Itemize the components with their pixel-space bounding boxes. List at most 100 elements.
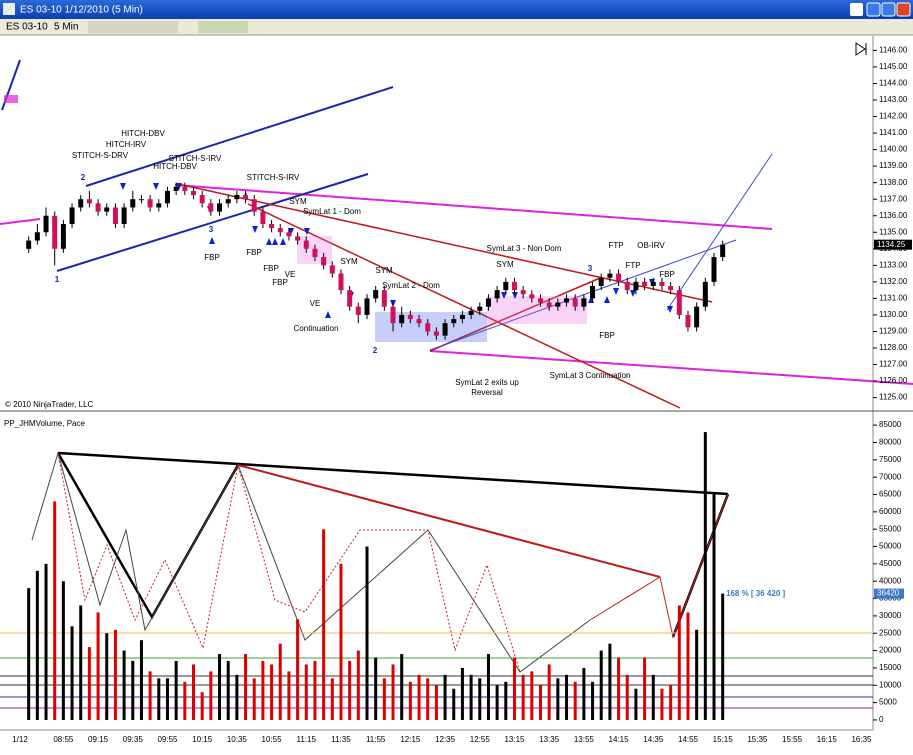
- interval-selector[interactable]: 5 Min: [54, 22, 78, 33]
- x-tick-label: 13:35: [539, 735, 560, 744]
- volume-bar: [79, 605, 83, 720]
- price-body: [607, 273, 613, 278]
- price-body: [650, 281, 656, 286]
- annotation: OB-IRV: [637, 241, 665, 250]
- annotation: SymLat 3 Continuation: [550, 371, 631, 380]
- volume-bar: [660, 688, 664, 720]
- volume-bar: [565, 674, 569, 720]
- price-body: [52, 215, 58, 249]
- annotation: STITCH-S-IRV: [169, 154, 222, 163]
- y-tick-label: 45000: [879, 559, 902, 568]
- trend-line: [429, 239, 737, 351]
- maximize-button[interactable]: [881, 2, 896, 17]
- zigzag: [57, 452, 521, 673]
- volume-bar: [469, 674, 473, 720]
- price-body: [520, 290, 526, 295]
- volume-bar: [382, 678, 386, 720]
- price-body: [286, 232, 292, 237]
- volume-bar: [27, 588, 31, 720]
- x-tick-label: 09:55: [157, 735, 178, 744]
- y-tick-label: 60000: [879, 507, 902, 516]
- instrument-selector[interactable]: ES 03-10: [6, 22, 48, 33]
- price-body: [572, 298, 578, 307]
- zigzag: [237, 464, 661, 578]
- x-tick-label: 14:35: [643, 735, 664, 744]
- close-button[interactable]: [896, 2, 911, 17]
- price-body: [260, 211, 266, 224]
- tool-icons[interactable]: [198, 21, 248, 33]
- volume-bar: [573, 681, 577, 720]
- x-tick-label: 15:55: [782, 735, 803, 744]
- annotation: Continuation: [294, 324, 339, 333]
- y-tick-label: 50000: [879, 542, 902, 551]
- x-tick-label: 11:15: [297, 735, 317, 744]
- price-body: [147, 199, 153, 208]
- trend-line: [177, 183, 713, 303]
- volume-bar: [122, 650, 126, 720]
- volume-bar: [330, 678, 334, 720]
- x-tick-label: 11:55: [366, 735, 386, 744]
- price-body: [633, 281, 639, 291]
- price-body: [720, 244, 726, 258]
- price-body: [121, 207, 127, 224]
- trend-line: [247, 203, 681, 409]
- y-tick-label: 20000: [879, 646, 902, 655]
- price-body: [598, 277, 604, 286]
- tool-icons[interactable]: [88, 21, 178, 33]
- minimize-button[interactable]: [866, 2, 881, 17]
- volume-bar: [521, 674, 525, 720]
- price-body: [182, 186, 188, 191]
- price-body: [208, 203, 214, 212]
- price-body: [112, 207, 118, 224]
- y-tick-label: 85000: [879, 420, 902, 429]
- volume-bar: [408, 681, 412, 720]
- copyright: © 2010 NinjaTrader, LLC: [5, 400, 94, 409]
- volume-bar: [486, 654, 490, 720]
- price-body: [321, 257, 327, 266]
- volume-bar: [35, 570, 39, 720]
- price-body: [138, 199, 144, 201]
- volume-bar: [87, 647, 91, 720]
- volume-bar: [478, 678, 482, 720]
- price-body: [355, 306, 361, 315]
- annotation: SymLat 2 exits up: [455, 378, 519, 387]
- scroll-icon[interactable]: [855, 42, 867, 56]
- wave-label: 2: [373, 346, 378, 355]
- volume-bar: [322, 529, 326, 720]
- price-body: [312, 248, 318, 258]
- volume-bar: [721, 593, 725, 720]
- price-body: [642, 281, 648, 286]
- y-tick-label: 5000: [879, 698, 897, 707]
- volume-bar: [96, 612, 100, 720]
- price-body: [199, 195, 205, 204]
- annotation: VE: [285, 270, 296, 279]
- volume-bar: [634, 688, 638, 720]
- annotation: STITCH-S-DRV: [72, 151, 129, 160]
- x-tick-label: 09:35: [123, 735, 144, 744]
- x-tick-label: 10:15: [192, 735, 213, 744]
- lock-button[interactable]: [850, 3, 863, 16]
- price-body: [364, 298, 370, 315]
- price-body: [329, 265, 335, 274]
- volume-bar: [348, 660, 352, 720]
- volume-bar: [252, 678, 256, 720]
- price-body: [711, 257, 717, 282]
- volume-bar: [226, 660, 230, 720]
- y-tick-label: 1146.00: [879, 46, 908, 55]
- y-tick-label: 1141.00: [879, 128, 908, 137]
- price-body: [702, 281, 708, 307]
- volume-bar: [582, 667, 586, 720]
- trend-line: [0, 218, 41, 225]
- y-tick-label: 1137.00: [879, 194, 908, 203]
- annotation: STITCH-S-IRV: [247, 173, 300, 182]
- app-icon: [3, 3, 15, 15]
- volume-bar: [165, 678, 169, 720]
- price-body: [659, 281, 665, 286]
- price-body: [191, 190, 196, 196]
- volume-bar: [443, 674, 447, 720]
- price-body: [399, 314, 405, 324]
- volume-bar: [651, 674, 655, 720]
- volume-bar: [695, 629, 699, 720]
- volume-bar: [139, 640, 143, 720]
- volume-bar: [365, 546, 369, 720]
